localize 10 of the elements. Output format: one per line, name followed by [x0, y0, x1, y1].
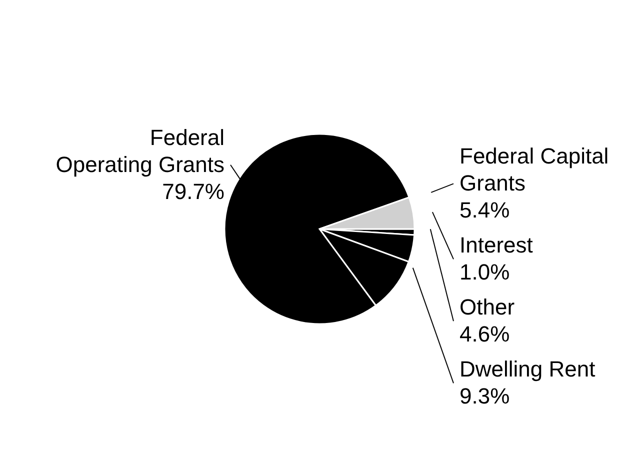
data-label: 5.4%	[460, 198, 510, 223]
slice-label: Dwelling Rent	[460, 356, 596, 382]
data-label: 1.0%	[460, 260, 510, 285]
slice-label: Federal Operating Grants	[56, 124, 224, 177]
data-label: 79.7%	[162, 178, 224, 204]
slice-label: Federal Capital Grants	[460, 144, 609, 196]
slice-label: Other	[460, 294, 515, 320]
data-label: 4.6%	[460, 322, 510, 347]
data-label: 9.3%	[460, 384, 510, 409]
legend-label: Interest	[460, 232, 533, 258]
